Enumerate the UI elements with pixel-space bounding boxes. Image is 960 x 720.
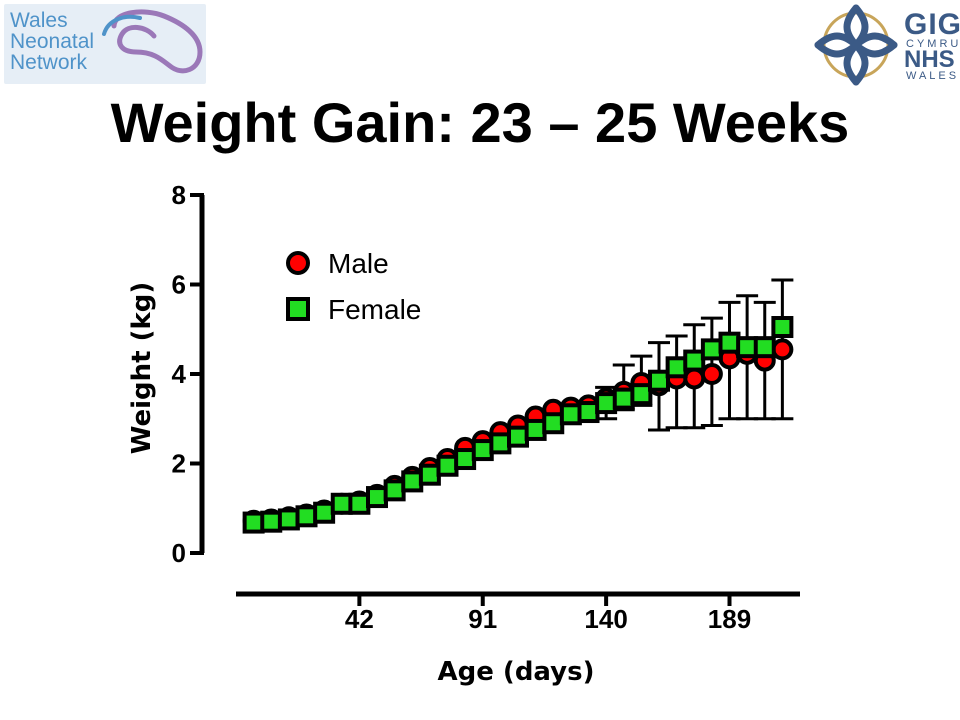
female-point — [700, 338, 723, 361]
logo-nhs-text: NHS — [904, 46, 955, 73]
logo-gig-text: GIG — [904, 8, 960, 41]
y-axis-title: Weight (kg) — [127, 282, 157, 455]
female-point — [612, 387, 635, 410]
legend-female-marker — [286, 297, 310, 321]
female-point — [401, 470, 424, 493]
female-point — [260, 510, 283, 533]
chart-legend: Male Female — [286, 248, 421, 325]
nhs-wales-logo: GIG CYMRU NHS WALES — [814, 4, 960, 86]
y-tick-label: 6 — [172, 270, 186, 300]
female-point — [383, 479, 406, 502]
legend-female-label: Female — [328, 294, 421, 325]
female-point — [736, 336, 759, 359]
female-point — [366, 486, 388, 509]
female-point — [771, 316, 794, 339]
male-point — [700, 363, 723, 385]
female-point — [313, 501, 336, 524]
female-point — [595, 392, 618, 415]
y-tick-label: 2 — [172, 449, 186, 479]
y-tick-label: 0 — [172, 538, 186, 568]
female-point — [577, 401, 600, 424]
y-tick-label: 4 — [172, 359, 187, 389]
female-point — [471, 439, 494, 462]
x-axis-title: Age (days) — [438, 657, 595, 687]
x-tick-label: 42 — [345, 604, 374, 634]
female-point — [683, 349, 706, 372]
logo-line-1: Wales — [10, 9, 68, 32]
female-point — [242, 511, 265, 534]
logo-text: Wales Neonatal Network — [10, 10, 94, 73]
female-point — [542, 412, 565, 435]
male-point — [771, 338, 794, 361]
legend-male-marker — [286, 251, 310, 275]
x-tick-label: 140 — [584, 604, 627, 634]
x-tick-label: 189 — [708, 604, 751, 634]
chart-axes: 0 2 4 6 8 42 91 140 189 — [172, 180, 800, 634]
female-point — [418, 463, 441, 486]
female-point — [665, 356, 688, 379]
legend-male-label: Male — [328, 248, 389, 279]
female-point — [507, 425, 529, 448]
female-point — [348, 492, 371, 515]
female-point — [753, 336, 776, 359]
female-point — [718, 331, 741, 354]
logo-line-3: Network — [10, 51, 88, 74]
male-point — [683, 367, 706, 390]
female-point — [277, 508, 300, 531]
female-point — [454, 448, 477, 471]
female-point — [559, 403, 582, 426]
female-point — [436, 454, 459, 477]
female-point — [295, 505, 318, 528]
data-points — [242, 316, 794, 534]
logo-line-2: Neonatal — [10, 30, 95, 53]
x-tick-label: 91 — [468, 604, 497, 634]
female-point — [330, 492, 353, 515]
celtic-knot-icon — [814, 4, 898, 86]
female-point — [489, 432, 512, 455]
female-point — [648, 369, 670, 392]
female-point — [630, 383, 653, 406]
page-title: Weight Gain: 23 – 25 Weeks — [110, 91, 850, 154]
wales-neonatal-network-logo: Wales Neonatal Network — [4, 4, 206, 84]
logo-swirl-icon — [102, 9, 203, 74]
y-tick-label: 8 — [172, 180, 186, 210]
logo-wales-text: WALES — [906, 70, 960, 82]
female-point — [524, 418, 547, 441]
logo-cymru-text: CYMRU — [906, 38, 960, 50]
